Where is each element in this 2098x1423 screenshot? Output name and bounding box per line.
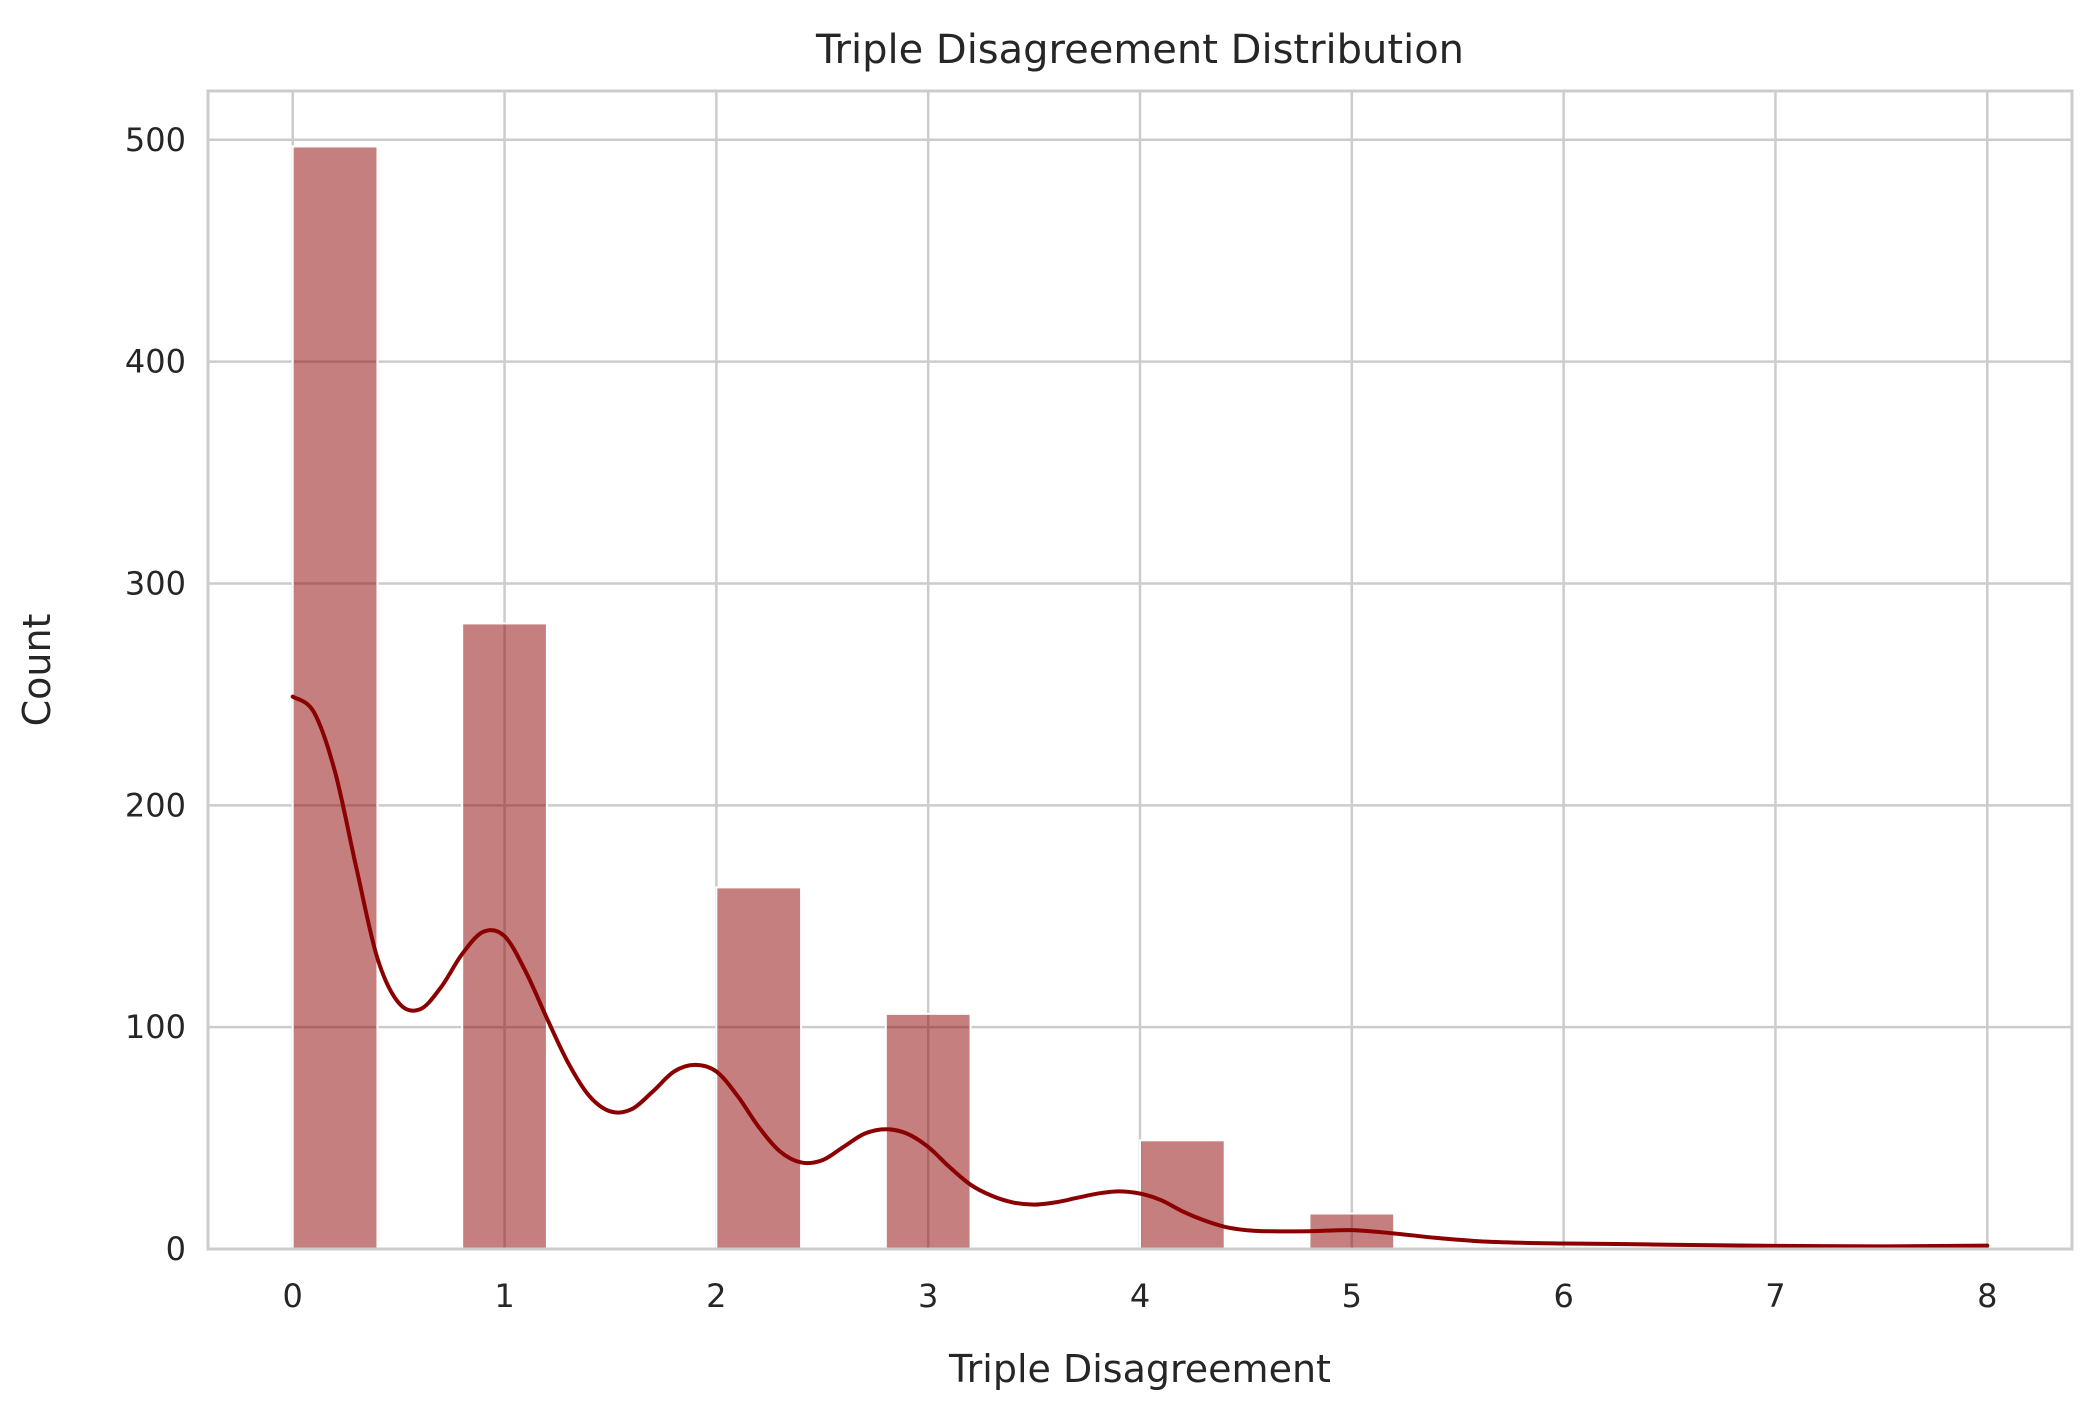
kde-layer bbox=[290, 694, 1990, 1249]
histogram-bar-4 bbox=[1139, 1139, 1226, 1250]
bar-layer bbox=[291, 145, 1396, 1251]
kde-curve bbox=[290, 694, 1990, 1249]
y-axis-label: Count bbox=[15, 614, 59, 727]
x-tick-label-3: 3 bbox=[918, 1277, 938, 1315]
chart-title: Triple Disagreement Distribution bbox=[815, 27, 1464, 73]
y-tick-label-200: 200 bbox=[125, 786, 186, 824]
x-tick-label-2: 2 bbox=[706, 1277, 726, 1315]
y-tick-label-500: 500 bbox=[125, 121, 186, 159]
x-tick-label-0: 0 bbox=[283, 1277, 303, 1315]
x-tick-label-1: 1 bbox=[494, 1277, 514, 1315]
x-tick-label-4: 4 bbox=[1130, 1277, 1150, 1315]
y-tick-label-400: 400 bbox=[125, 343, 186, 381]
x-tick-label-6: 6 bbox=[1553, 1277, 1573, 1315]
x-tick-label-5: 5 bbox=[1342, 1277, 1362, 1315]
histogram-bar-0 bbox=[291, 145, 379, 1251]
x-tick-labels: 0 1 2 3 4 5 6 7 8 bbox=[283, 1277, 1998, 1315]
y-tick-label-0: 0 bbox=[166, 1230, 186, 1268]
y-tick-label-300: 300 bbox=[125, 564, 186, 602]
plot-frame bbox=[206, 89, 2074, 1251]
x-tick-label-7: 7 bbox=[1765, 1277, 1785, 1315]
x-axis-label: Triple Disagreement bbox=[948, 1347, 1331, 1391]
x-tick-label-8: 8 bbox=[1977, 1277, 1997, 1315]
histogram-bar-2 bbox=[715, 886, 803, 1250]
y-tick-label-100: 100 bbox=[125, 1008, 186, 1046]
y-tick-labels: 0 100 200 300 400 500 bbox=[125, 121, 186, 1268]
